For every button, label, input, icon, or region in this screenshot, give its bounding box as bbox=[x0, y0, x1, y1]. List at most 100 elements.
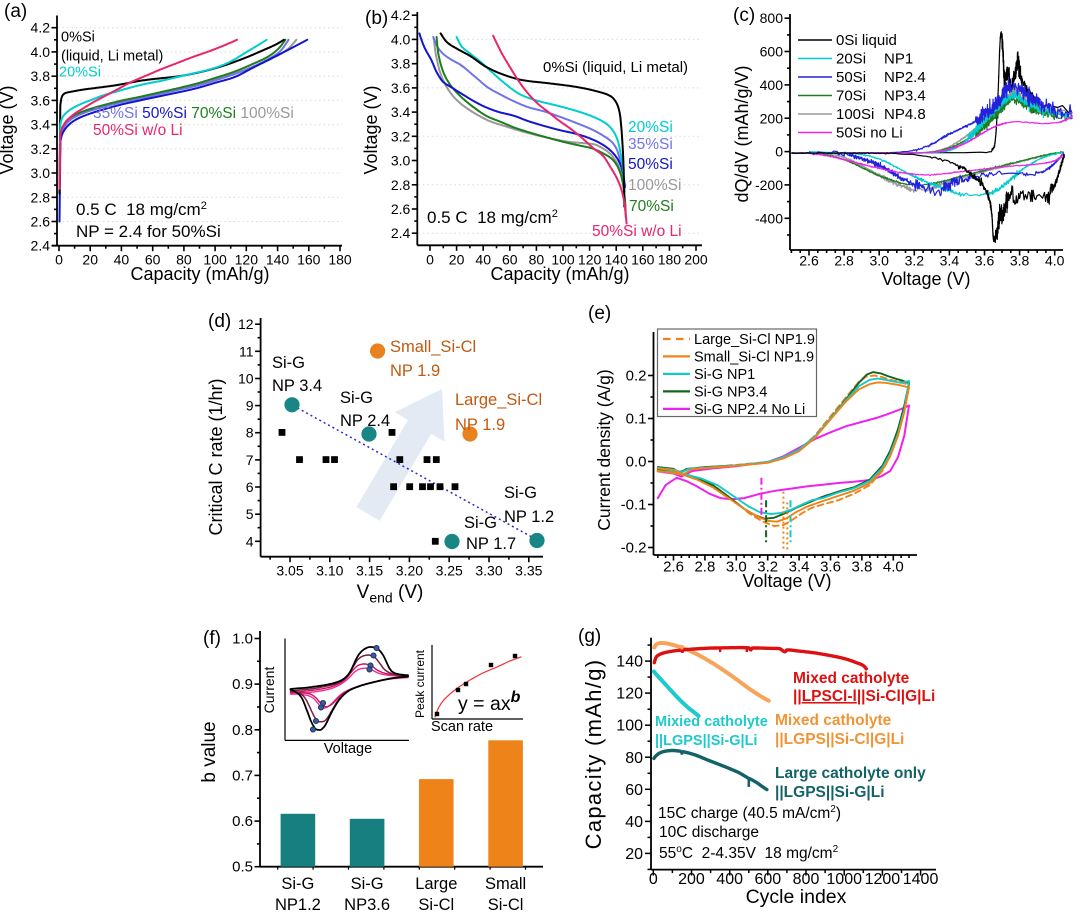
svg-text:NP 1.9: NP 1.9 bbox=[455, 416, 505, 434]
svg-text:NP 3.4: NP 3.4 bbox=[272, 377, 322, 395]
svg-text:Mixied catholyte: Mixied catholyte bbox=[655, 714, 768, 730]
svg-text:9: 9 bbox=[246, 398, 254, 414]
svg-text:Large catholyte only: Large catholyte only bbox=[775, 765, 926, 782]
svg-text:70%Si: 70%Si bbox=[629, 198, 674, 215]
svg-text:40: 40 bbox=[475, 251, 491, 267]
svg-text:3.8: 3.8 bbox=[391, 56, 411, 72]
svg-text:10: 10 bbox=[238, 370, 254, 386]
svg-text:180: 180 bbox=[328, 252, 352, 268]
svg-text:Large: Large bbox=[415, 875, 457, 893]
svg-text:2.8: 2.8 bbox=[391, 177, 411, 193]
svg-text:Si-Cl: Si-Cl bbox=[488, 896, 524, 914]
svg-text:3.8: 3.8 bbox=[1010, 253, 1030, 269]
svg-text:Si-Cl: Si-Cl bbox=[418, 896, 454, 914]
svg-text:Si-G NP2.4 No Li: Si-G NP2.4 No Li bbox=[694, 402, 805, 418]
svg-text:3.2: 3.2 bbox=[391, 128, 411, 144]
svg-text:2.4: 2.4 bbox=[391, 225, 411, 241]
svg-text:1200: 1200 bbox=[865, 871, 901, 888]
svg-text:35%Si 50%Si 70%Si 100%Si: 35%Si 50%Si 70%Si 100%Si bbox=[93, 105, 294, 122]
svg-text:20%Si: 20%Si bbox=[59, 65, 101, 81]
svg-text:NP3.6: NP3.6 bbox=[344, 896, 390, 914]
svg-text:(e): (e) bbox=[588, 303, 611, 324]
svg-text:(d): (d) bbox=[208, 311, 231, 332]
svg-text:2.8: 2.8 bbox=[31, 189, 51, 205]
svg-text:4.0: 4.0 bbox=[391, 31, 411, 47]
svg-text:3.0: 3.0 bbox=[31, 165, 51, 181]
svg-text:3.2: 3.2 bbox=[757, 559, 778, 576]
svg-text:2.4: 2.4 bbox=[31, 238, 51, 254]
svg-text:3.20: 3.20 bbox=[396, 563, 423, 579]
svg-text:1400: 1400 bbox=[903, 871, 939, 888]
svg-text:0: 0 bbox=[426, 251, 434, 267]
svg-text:0.5 C 18 mg/cm2: 0.5 C 18 mg/cm2 bbox=[427, 208, 558, 227]
svg-text:7: 7 bbox=[246, 452, 254, 468]
svg-text:3.0: 3.0 bbox=[869, 253, 889, 269]
svg-text:400: 400 bbox=[760, 77, 784, 93]
svg-text:Si-G: Si-G bbox=[272, 354, 305, 372]
svg-text:Capacity (mAh/g): Capacity (mAh/g) bbox=[130, 264, 269, 284]
svg-text:200: 200 bbox=[684, 251, 708, 267]
svg-text:140: 140 bbox=[605, 251, 629, 267]
svg-text:(c): (c) bbox=[733, 5, 755, 26]
svg-text:100Si: 100Si bbox=[836, 106, 874, 123]
svg-text:Si-G: Si-G bbox=[464, 514, 497, 532]
svg-text:80: 80 bbox=[176, 252, 192, 268]
svg-text:Capacity (mAh/g): Capacity (mAh/g) bbox=[490, 264, 629, 284]
svg-text:140: 140 bbox=[266, 252, 290, 268]
svg-text:3.8: 3.8 bbox=[31, 68, 51, 84]
svg-text:50Si: 50Si bbox=[836, 69, 866, 86]
svg-text:6: 6 bbox=[246, 479, 254, 495]
svg-text:3.4: 3.4 bbox=[31, 117, 51, 133]
svg-text:Scan rate: Scan rate bbox=[431, 719, 493, 735]
svg-text:3.4: 3.4 bbox=[940, 253, 960, 269]
svg-text:NP = 2.4 for 50%Si: NP = 2.4 for 50%Si bbox=[76, 222, 221, 241]
svg-text:Mixed catholyte: Mixed catholyte bbox=[793, 670, 910, 687]
svg-text:0.9: 0.9 bbox=[232, 676, 253, 693]
svg-text:0.8: 0.8 bbox=[232, 722, 253, 739]
svg-text:dQ/dV (mAh/g/V): dQ/dV (mAh/g/V) bbox=[732, 65, 752, 202]
svg-text:y = axb: y = axb bbox=[458, 689, 521, 715]
svg-text:NP 1.2: NP 1.2 bbox=[504, 508, 554, 526]
svg-text:Si-G NP3.4: Si-G NP3.4 bbox=[694, 384, 767, 400]
svg-text:15C charge (40.5 mA/cm2): 15C charge (40.5 mA/cm2) bbox=[658, 804, 841, 822]
svg-text:2.6: 2.6 bbox=[799, 253, 819, 269]
svg-text:0Si liquid: 0Si liquid bbox=[836, 32, 897, 49]
svg-text:3.15: 3.15 bbox=[356, 563, 383, 579]
svg-text:0: 0 bbox=[649, 871, 658, 888]
svg-text:NP 1.9: NP 1.9 bbox=[390, 362, 440, 380]
svg-text:b value: b value bbox=[199, 721, 220, 782]
svg-text:2.6: 2.6 bbox=[31, 213, 51, 229]
svg-text:NP2.4: NP2.4 bbox=[884, 69, 926, 86]
svg-text:Large_Si-Cl: Large_Si-Cl bbox=[455, 391, 542, 409]
svg-text:Cycle index: Cycle index bbox=[746, 886, 847, 908]
svg-text:20: 20 bbox=[625, 846, 643, 863]
svg-text:160: 160 bbox=[297, 252, 321, 268]
svg-text:||LGPS||Si-G|Li: ||LGPS||Si-G|Li bbox=[655, 733, 757, 749]
svg-text:Voltage (V): Voltage (V) bbox=[742, 571, 831, 591]
svg-text:4: 4 bbox=[246, 533, 254, 549]
svg-text:80: 80 bbox=[625, 750, 643, 767]
svg-text:1000: 1000 bbox=[826, 871, 862, 888]
svg-text:3.4: 3.4 bbox=[391, 104, 411, 120]
svg-text:0: 0 bbox=[55, 252, 63, 268]
svg-text:3.4: 3.4 bbox=[789, 559, 810, 576]
svg-text:0.1: 0.1 bbox=[626, 411, 647, 428]
svg-text:Peak current: Peak current bbox=[413, 649, 427, 718]
svg-text:NP1: NP1 bbox=[884, 51, 913, 68]
svg-text:Mixed catholyte: Mixed catholyte bbox=[775, 712, 892, 729]
svg-text:3.6: 3.6 bbox=[820, 559, 841, 576]
svg-text:0.7: 0.7 bbox=[232, 767, 253, 784]
svg-text:Critical C rate (1/hr): Critical C rate (1/hr) bbox=[206, 378, 226, 535]
svg-text:0.2: 0.2 bbox=[626, 368, 647, 385]
svg-text:3.6: 3.6 bbox=[975, 253, 995, 269]
svg-text:2.8: 2.8 bbox=[694, 559, 715, 576]
svg-text:NP3.4: NP3.4 bbox=[884, 88, 926, 105]
svg-text:3.6: 3.6 bbox=[31, 92, 51, 108]
svg-text:100: 100 bbox=[203, 252, 227, 268]
svg-text:NP 2.4: NP 2.4 bbox=[340, 412, 390, 430]
svg-text:Si-G: Si-G bbox=[351, 875, 384, 893]
svg-text:0: 0 bbox=[775, 144, 783, 160]
svg-text:Small: Small bbox=[485, 875, 526, 893]
svg-text:3.8: 3.8 bbox=[851, 559, 872, 576]
svg-text:3.10: 3.10 bbox=[316, 563, 343, 579]
